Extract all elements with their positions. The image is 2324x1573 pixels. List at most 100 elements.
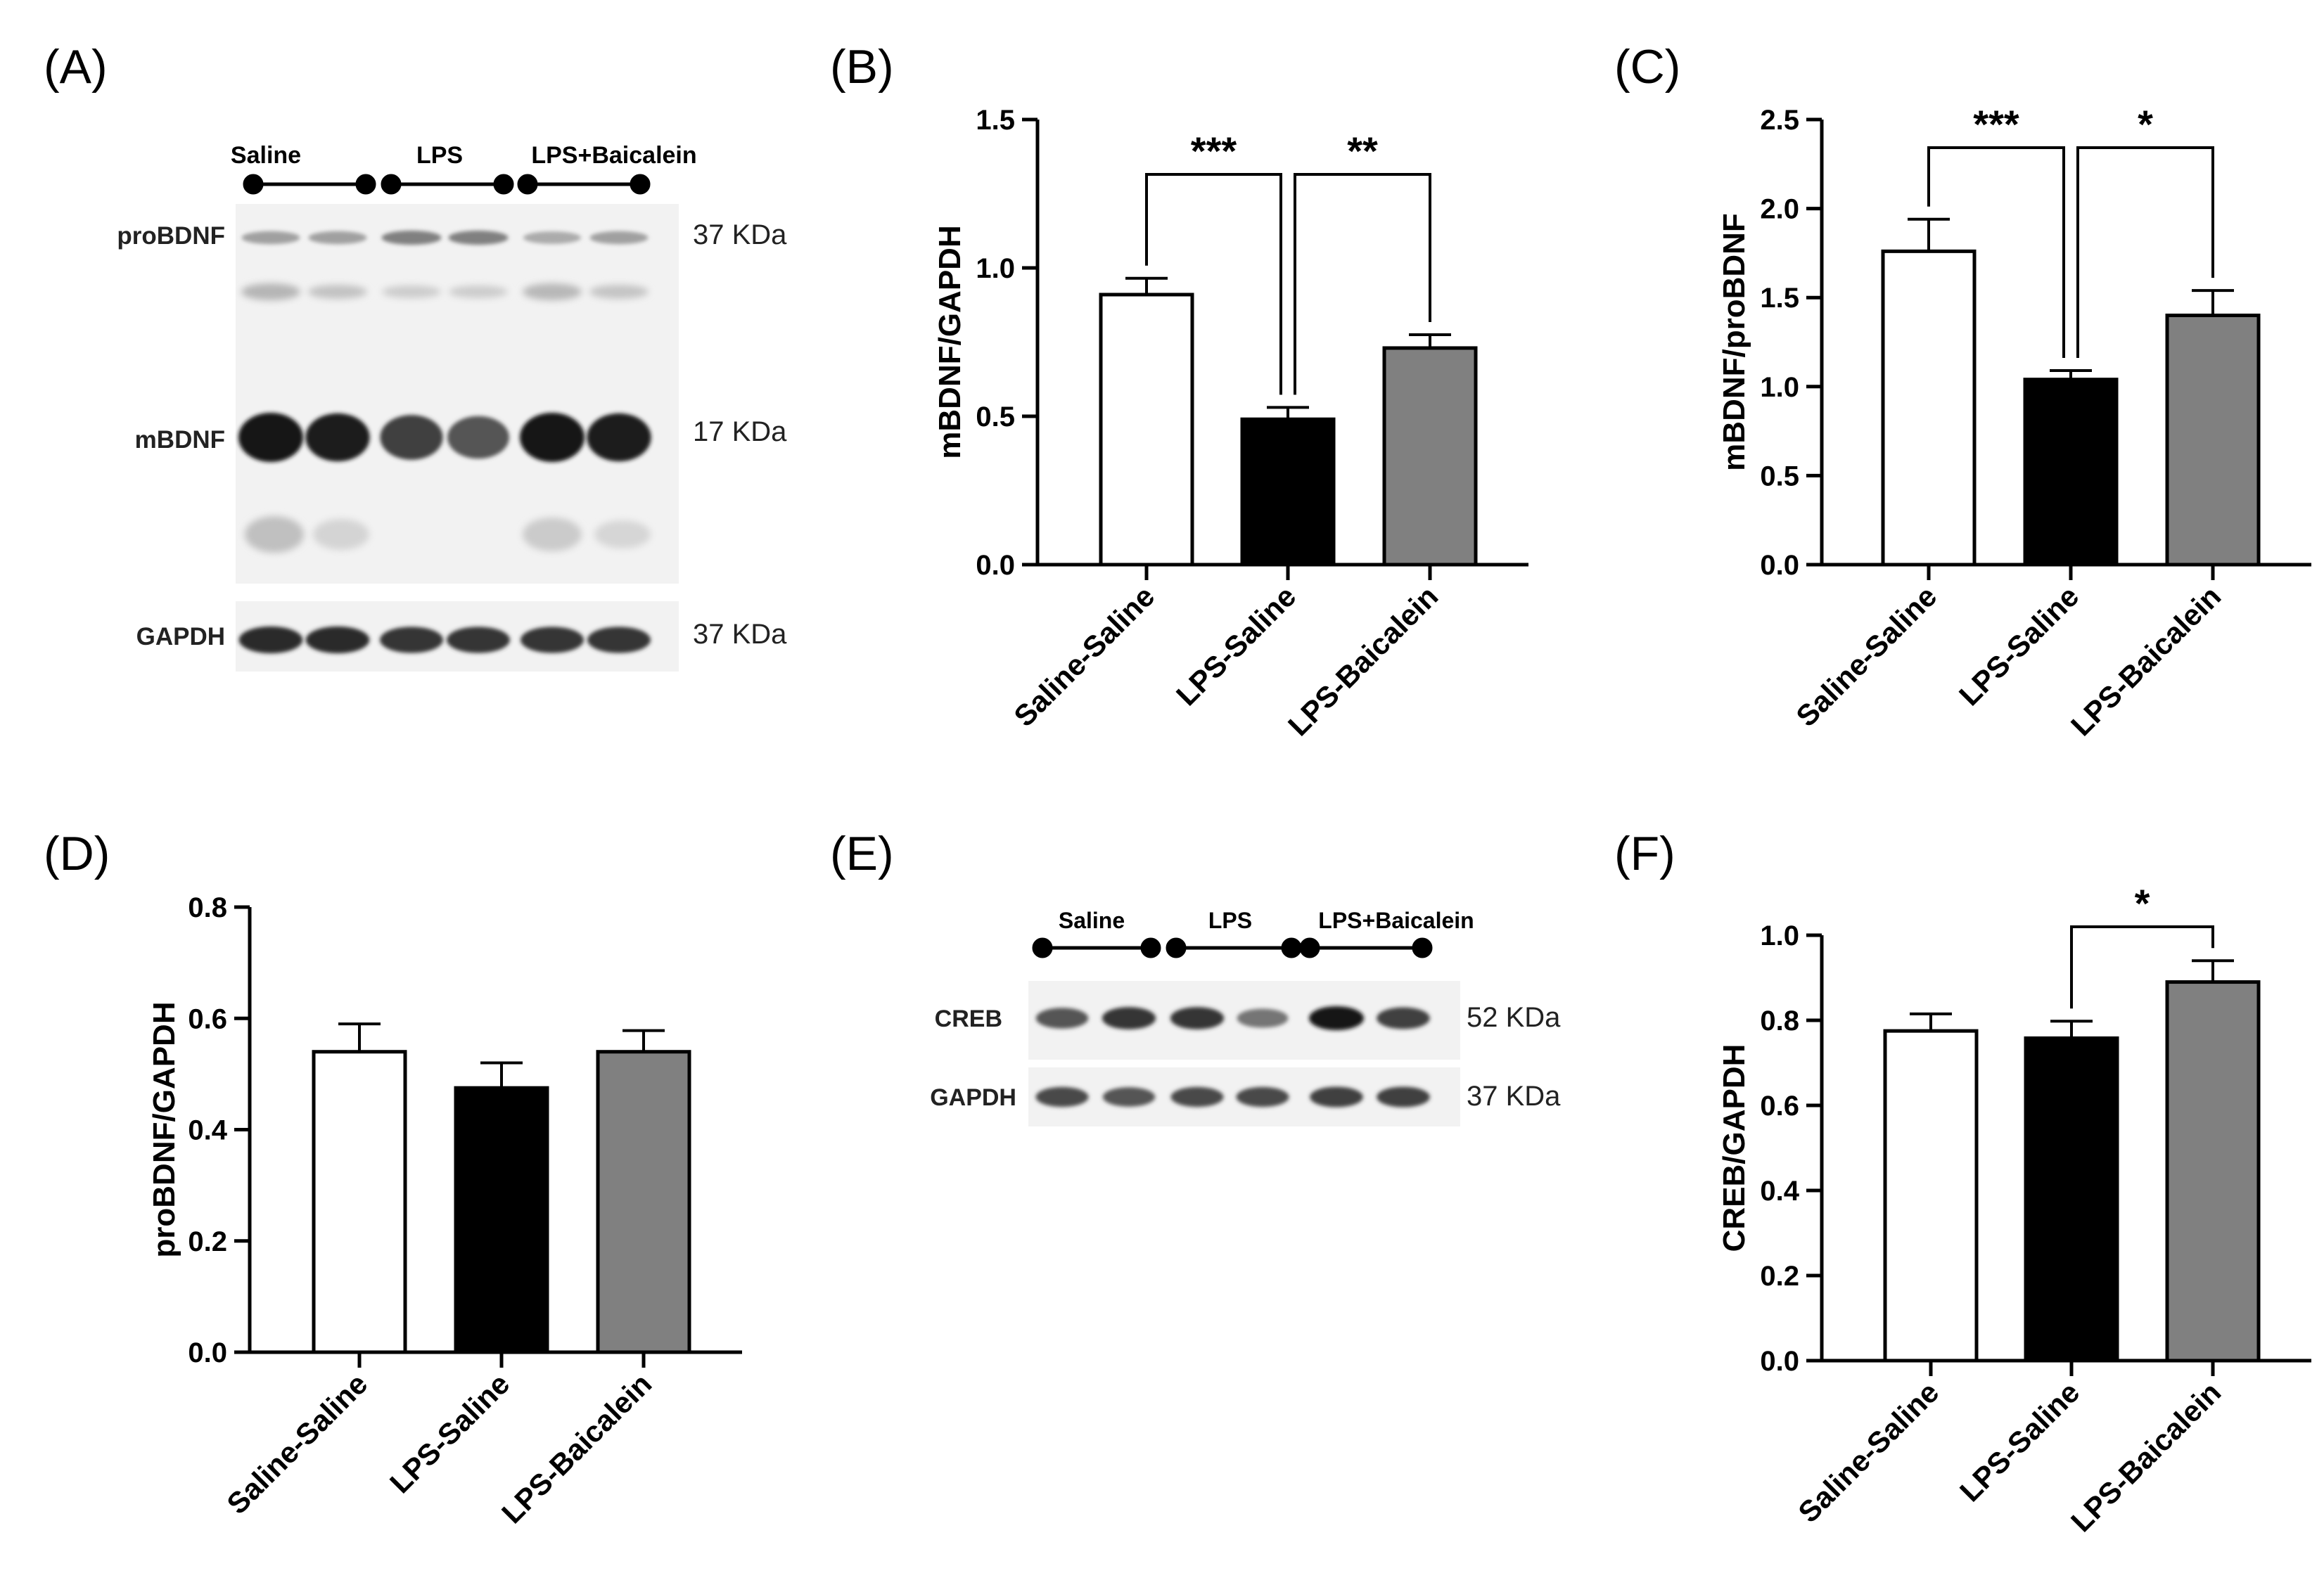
y-tick-label: 0.0 — [1760, 1346, 1799, 1377]
x-tick-label: LPS-Saline — [1953, 579, 2085, 712]
blot-band-mbdnf-lane-2 — [305, 413, 370, 462]
significance-bracket — [1145, 173, 1282, 395]
blot-row-label-probdnf: proBDNF — [117, 222, 225, 250]
y-tick-label: 0.2 — [188, 1226, 227, 1257]
blot-row-label-mbdnf: mBDNF — [135, 426, 225, 454]
blot-band-creb-lane-5 — [1309, 1006, 1364, 1030]
bar-lps-baicalein — [2165, 980, 2261, 1363]
significance-label: *** — [1191, 129, 1237, 173]
bar-lps-saline — [2024, 1036, 2119, 1363]
chart-panel-d: (D) 0.0 0.2 0.4 0.6 0.8 proBDNF/GAPDH Saline-S… — [44, 827, 742, 1529]
group-bracket-lps-baicalein-e — [1299, 937, 1433, 958]
y-tick-label: 0.6 — [188, 1003, 227, 1034]
bar-saline-saline — [1883, 1029, 1979, 1363]
chart-panel-c: (C) 0.0 0.5 1.0 1.5 2.0 2.5 mBDNF/proBDNF Salin… — [1614, 40, 2311, 742]
blot-band-creb-lane-2 — [1102, 1007, 1156, 1029]
group-bracket-lps-e — [1166, 937, 1302, 958]
blot-band-creb-lane-3 — [1170, 1007, 1225, 1029]
bar-saline-saline — [1881, 249, 1977, 567]
blot-size-label-creb: 52 KDa — [1467, 1002, 1561, 1033]
significance-label: ** — [1347, 129, 1378, 173]
significance-bracket — [1294, 173, 1431, 395]
y-tick-label: 0.2 — [1760, 1261, 1799, 1292]
x-tick-label: Saline-Saline — [220, 1367, 374, 1520]
y-tick-label: 1.5 — [1760, 283, 1799, 314]
y-axis-label: mBDNF/proBDNF — [1717, 213, 1751, 471]
bar-saline-saline — [312, 1050, 407, 1354]
y-tick-label: 0.4 — [188, 1115, 227, 1146]
blot-band-creb-lane-1 — [1035, 1008, 1089, 1029]
group-label-saline-e: Saline — [1059, 908, 1125, 933]
y-axis-label: CREB/GAPDH — [1717, 1044, 1751, 1252]
group-label-lps: LPS — [416, 142, 463, 169]
group-bracket-saline — [243, 174, 376, 195]
blot-band-probdnf-lane-3 — [381, 230, 442, 245]
group-label-lps-baicalein-e: LPS+Baicalein — [1318, 908, 1474, 933]
blot-band-mbdnf-lane-6 — [587, 413, 651, 462]
chart-panel-f: (F) 0.0 0.2 0.4 0.6 0.8 1.0 CREB/GAPDH Saline-S… — [1614, 827, 2311, 1538]
blot-size-label-mbdnf: 17 KDa — [693, 416, 787, 447]
bar-lps-baicalein — [596, 1050, 691, 1354]
bar-lps-baicalein — [2165, 314, 2261, 567]
group-label-lps-baicalein: LPS+Baicalein — [531, 142, 696, 169]
blot-row-label-gapdh: GAPDH — [136, 623, 225, 650]
blot-band-gapdh-lane-6 — [587, 627, 651, 653]
blot-band-gapdh-lane-2 — [305, 626, 370, 654]
blot-row-label-creb: CREB — [935, 1006, 1002, 1032]
x-tick-label: LPS-Saline — [1953, 1375, 2086, 1508]
bar-lps-baicalein — [1382, 346, 1478, 567]
x-tick-label: LPS-Saline — [383, 1367, 516, 1499]
bar-lps-saline — [2023, 378, 2119, 567]
y-tick-label: 0.0 — [1760, 550, 1799, 581]
blot-band-creb-lane-4 — [1237, 1008, 1289, 1028]
y-tick-label: 2.0 — [1760, 194, 1799, 225]
significance-label: * — [2138, 102, 2153, 146]
y-tick-label: 1.0 — [1760, 372, 1799, 403]
blot-band-mbdnf-lane-4 — [447, 416, 509, 459]
y-tick-label: 0.5 — [976, 402, 1015, 432]
blot-band-gapdh-lane-3 — [380, 627, 443, 653]
group-bracket-lps-baicalein — [517, 174, 651, 195]
panel-label-a: (A) — [44, 40, 108, 94]
blot-band-gapdh-lane-3 — [1170, 1086, 1224, 1107]
blot-band-probdnf-lane-1 — [241, 231, 300, 245]
blot-band-gapdh-lane-1 — [1035, 1086, 1089, 1107]
significance-bracket — [2070, 925, 2214, 1009]
y-tick-label: 0.0 — [188, 1337, 227, 1368]
blot-row-label-gapdh-e: GAPDH — [930, 1084, 1016, 1111]
x-tick-label: LPS-Saline — [1170, 579, 1302, 712]
bar-lps-saline — [1240, 417, 1336, 567]
blot-size-label-gapdh-e: 37 KDa — [1467, 1081, 1561, 1112]
x-tick-label: LPS-Baicalein — [2064, 579, 2227, 742]
x-tick-label: LPS-Baicalein — [1282, 579, 1444, 742]
y-tick-label: 0.0 — [976, 550, 1015, 581]
significance-label: *** — [1973, 102, 2019, 146]
group-label-lps-e: LPS — [1208, 908, 1252, 933]
group-bracket-lps — [381, 174, 514, 195]
blot-band-probdnf-lane-6 — [589, 231, 649, 245]
y-tick-label: 1.0 — [1760, 920, 1799, 951]
y-axis-label: mBDNF/GAPDH — [933, 225, 967, 458]
chart-panel-b: (B) 0.0 0.5 1.0 1.5 mBDNF/GAPDH Saline-Saline… — [830, 40, 1528, 742]
blot-band-gapdh-lane-5 — [521, 627, 584, 653]
panel-a-blot: (A) Saline LPS LPS+Baicalein — [44, 40, 787, 672]
x-tick-label: LPS-Baicalein — [2064, 1375, 2227, 1538]
y-tick-label: 0.8 — [1760, 1006, 1799, 1036]
blot-band-probdnf-lane-5 — [523, 231, 582, 244]
blot-band-mbdnf-lane-3 — [380, 415, 443, 460]
blot-band-probdnf-lane-2 — [308, 231, 367, 245]
y-tick-label: 1.5 — [976, 105, 1015, 136]
blot-e-bands — [1035, 1006, 1430, 1107]
bar-saline-saline — [1099, 293, 1194, 567]
blot-membrane-bdnf — [236, 204, 679, 584]
blot-band-gapdh-lane-5 — [1310, 1086, 1363, 1107]
significance-bracket — [1927, 146, 2065, 359]
panel-e-blot: (E) Saline LPS LPS+Baicalein CREB GAPDH … — [830, 827, 1561, 1126]
blot-band-probdnf-lane-4 — [448, 230, 509, 245]
y-tick-label: 2.5 — [1760, 105, 1799, 136]
blot-band-gapdh-lane-1 — [238, 626, 303, 654]
y-tick-label: 1.0 — [976, 253, 1015, 284]
x-tick-label: Saline-Saline — [1789, 579, 1943, 733]
y-tick-label: 0.5 — [1760, 461, 1799, 492]
